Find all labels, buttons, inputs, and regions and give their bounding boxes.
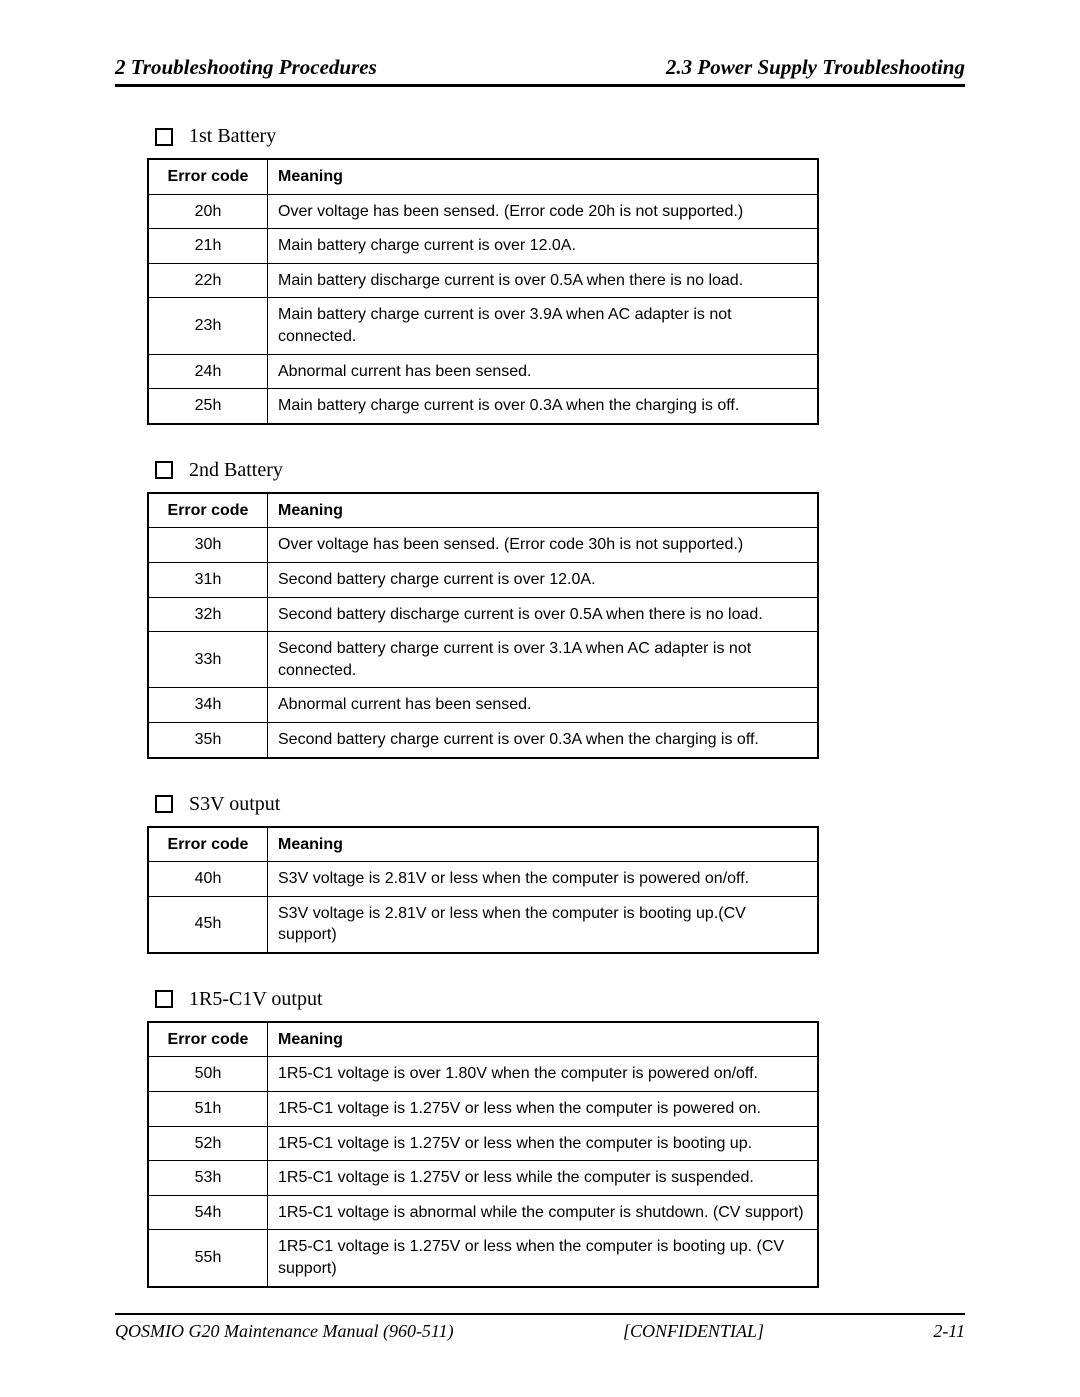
footer-left: QOSMIO G20 Maintenance Manual (960-511): [115, 1321, 454, 1342]
meaning-cell: Second battery discharge current is over…: [268, 597, 819, 632]
meaning-cell: 1R5-C1 voltage is 1.275V or less while t…: [268, 1161, 819, 1196]
table-header: Meaning: [268, 1022, 819, 1057]
meaning-cell: Abnormal current has been sensed.: [268, 688, 819, 723]
page-footer: QOSMIO G20 Maintenance Manual (960-511) …: [115, 1313, 965, 1342]
table-row: 31hSecond battery charge current is over…: [148, 562, 818, 597]
table-header: Error code: [148, 827, 268, 862]
meaning-cell: Over voltage has been sensed. (Error cod…: [268, 194, 819, 229]
error-code-table: Error codeMeaning40hS3V voltage is 2.81V…: [147, 826, 819, 954]
error-code-cell: 53h: [148, 1161, 268, 1196]
error-code-cell: 21h: [148, 229, 268, 264]
section-title: 1st Battery: [155, 125, 965, 148]
meaning-cell: S3V voltage is 2.81V or less when the co…: [268, 896, 819, 953]
error-code-table: Error codeMeaning50h1R5-C1 voltage is ov…: [147, 1021, 819, 1288]
section-title-text: 2nd Battery: [189, 459, 283, 482]
error-code-cell: 34h: [148, 688, 268, 723]
table-row: 54h1R5-C1 voltage is abnormal while the …: [148, 1195, 818, 1230]
table-row: 25hMain battery charge current is over 0…: [148, 389, 818, 424]
meaning-cell: 1R5-C1 voltage is 1.275V or less when th…: [268, 1230, 819, 1287]
section-title-text: 1st Battery: [189, 125, 276, 148]
table-row: 53h1R5-C1 voltage is 1.275V or less whil…: [148, 1161, 818, 1196]
footer-center: [CONFIDENTIAL]: [623, 1321, 764, 1342]
meaning-cell: Main battery charge current is over 0.3A…: [268, 389, 819, 424]
meaning-cell: 1R5-C1 voltage is over 1.80V when the co…: [268, 1057, 819, 1092]
bullet-box-icon: [155, 128, 173, 146]
table-header: Meaning: [268, 159, 819, 194]
error-code-cell: 32h: [148, 597, 268, 632]
error-code-cell: 20h: [148, 194, 268, 229]
meaning-cell: Second battery charge current is over 12…: [268, 562, 819, 597]
table-row: 55h1R5-C1 voltage is 1.275V or less when…: [148, 1230, 818, 1287]
bullet-box-icon: [155, 990, 173, 1008]
error-code-cell: 45h: [148, 896, 268, 953]
header-right: 2.3 Power Supply Troubleshooting: [666, 55, 965, 80]
meaning-cell: Main battery charge current is over 3.9A…: [268, 298, 819, 354]
error-code-cell: 33h: [148, 632, 268, 688]
meaning-cell: Main battery discharge current is over 0…: [268, 263, 819, 298]
meaning-cell: Main battery charge current is over 12.0…: [268, 229, 819, 264]
page: 2 Troubleshooting Procedures 2.3 Power S…: [0, 0, 1080, 1397]
footer-right: 2-11: [933, 1321, 965, 1342]
table-row: 23hMain battery charge current is over 3…: [148, 298, 818, 354]
table-row: 22hMain battery discharge current is ove…: [148, 263, 818, 298]
error-code-cell: 23h: [148, 298, 268, 354]
table-row: 51h1R5-C1 voltage is 1.275V or less when…: [148, 1092, 818, 1127]
meaning-cell: Abnormal current has been sensed.: [268, 354, 819, 389]
section-title: 1R5-C1V output: [155, 988, 965, 1011]
bullet-box-icon: [155, 461, 173, 479]
error-code-cell: 55h: [148, 1230, 268, 1287]
table-row: 40hS3V voltage is 2.81V or less when the…: [148, 862, 818, 897]
section-title: 2nd Battery: [155, 459, 965, 482]
header-left: 2 Troubleshooting Procedures: [115, 55, 377, 80]
section-title-text: 1R5-C1V output: [189, 988, 323, 1011]
table-header: Meaning: [268, 493, 819, 528]
table-header: Error code: [148, 1022, 268, 1057]
table-row: 45hS3V voltage is 2.81V or less when the…: [148, 896, 818, 953]
error-code-table: Error codeMeaning30hOver voltage has bee…: [147, 492, 819, 759]
bullet-box-icon: [155, 795, 173, 813]
meaning-cell: S3V voltage is 2.81V or less when the co…: [268, 862, 819, 897]
error-code-cell: 54h: [148, 1195, 268, 1230]
table-header: Meaning: [268, 827, 819, 862]
section-title: S3V output: [155, 793, 965, 816]
error-code-cell: 30h: [148, 528, 268, 563]
table-header: Error code: [148, 159, 268, 194]
error-code-cell: 50h: [148, 1057, 268, 1092]
meaning-cell: Second battery charge current is over 3.…: [268, 632, 819, 688]
sections-container: 1st BatteryError codeMeaning20hOver volt…: [115, 125, 965, 1288]
table-header: Error code: [148, 493, 268, 528]
meaning-cell: 1R5-C1 voltage is 1.275V or less when th…: [268, 1092, 819, 1127]
error-code-cell: 24h: [148, 354, 268, 389]
table-row: 35hSecond battery charge current is over…: [148, 722, 818, 757]
table-row: 34hAbnormal current has been sensed.: [148, 688, 818, 723]
error-code-cell: 22h: [148, 263, 268, 298]
table-row: 21hMain battery charge current is over 1…: [148, 229, 818, 264]
section-title-text: S3V output: [189, 793, 280, 816]
table-row: 20hOver voltage has been sensed. (Error …: [148, 194, 818, 229]
meaning-cell: Second battery charge current is over 0.…: [268, 722, 819, 757]
table-row: 33hSecond battery charge current is over…: [148, 632, 818, 688]
error-code-cell: 51h: [148, 1092, 268, 1127]
table-row: 24hAbnormal current has been sensed.: [148, 354, 818, 389]
error-code-cell: 31h: [148, 562, 268, 597]
table-row: 30hOver voltage has been sensed. (Error …: [148, 528, 818, 563]
page-header: 2 Troubleshooting Procedures 2.3 Power S…: [115, 55, 965, 87]
error-code-table: Error codeMeaning20hOver voltage has bee…: [147, 158, 819, 425]
table-row: 50h1R5-C1 voltage is over 1.80V when the…: [148, 1057, 818, 1092]
meaning-cell: 1R5-C1 voltage is 1.275V or less when th…: [268, 1126, 819, 1161]
meaning-cell: 1R5-C1 voltage is abnormal while the com…: [268, 1195, 819, 1230]
table-row: 52h1R5-C1 voltage is 1.275V or less when…: [148, 1126, 818, 1161]
error-code-cell: 25h: [148, 389, 268, 424]
error-code-cell: 35h: [148, 722, 268, 757]
error-code-cell: 40h: [148, 862, 268, 897]
meaning-cell: Over voltage has been sensed. (Error cod…: [268, 528, 819, 563]
error-code-cell: 52h: [148, 1126, 268, 1161]
table-row: 32hSecond battery discharge current is o…: [148, 597, 818, 632]
